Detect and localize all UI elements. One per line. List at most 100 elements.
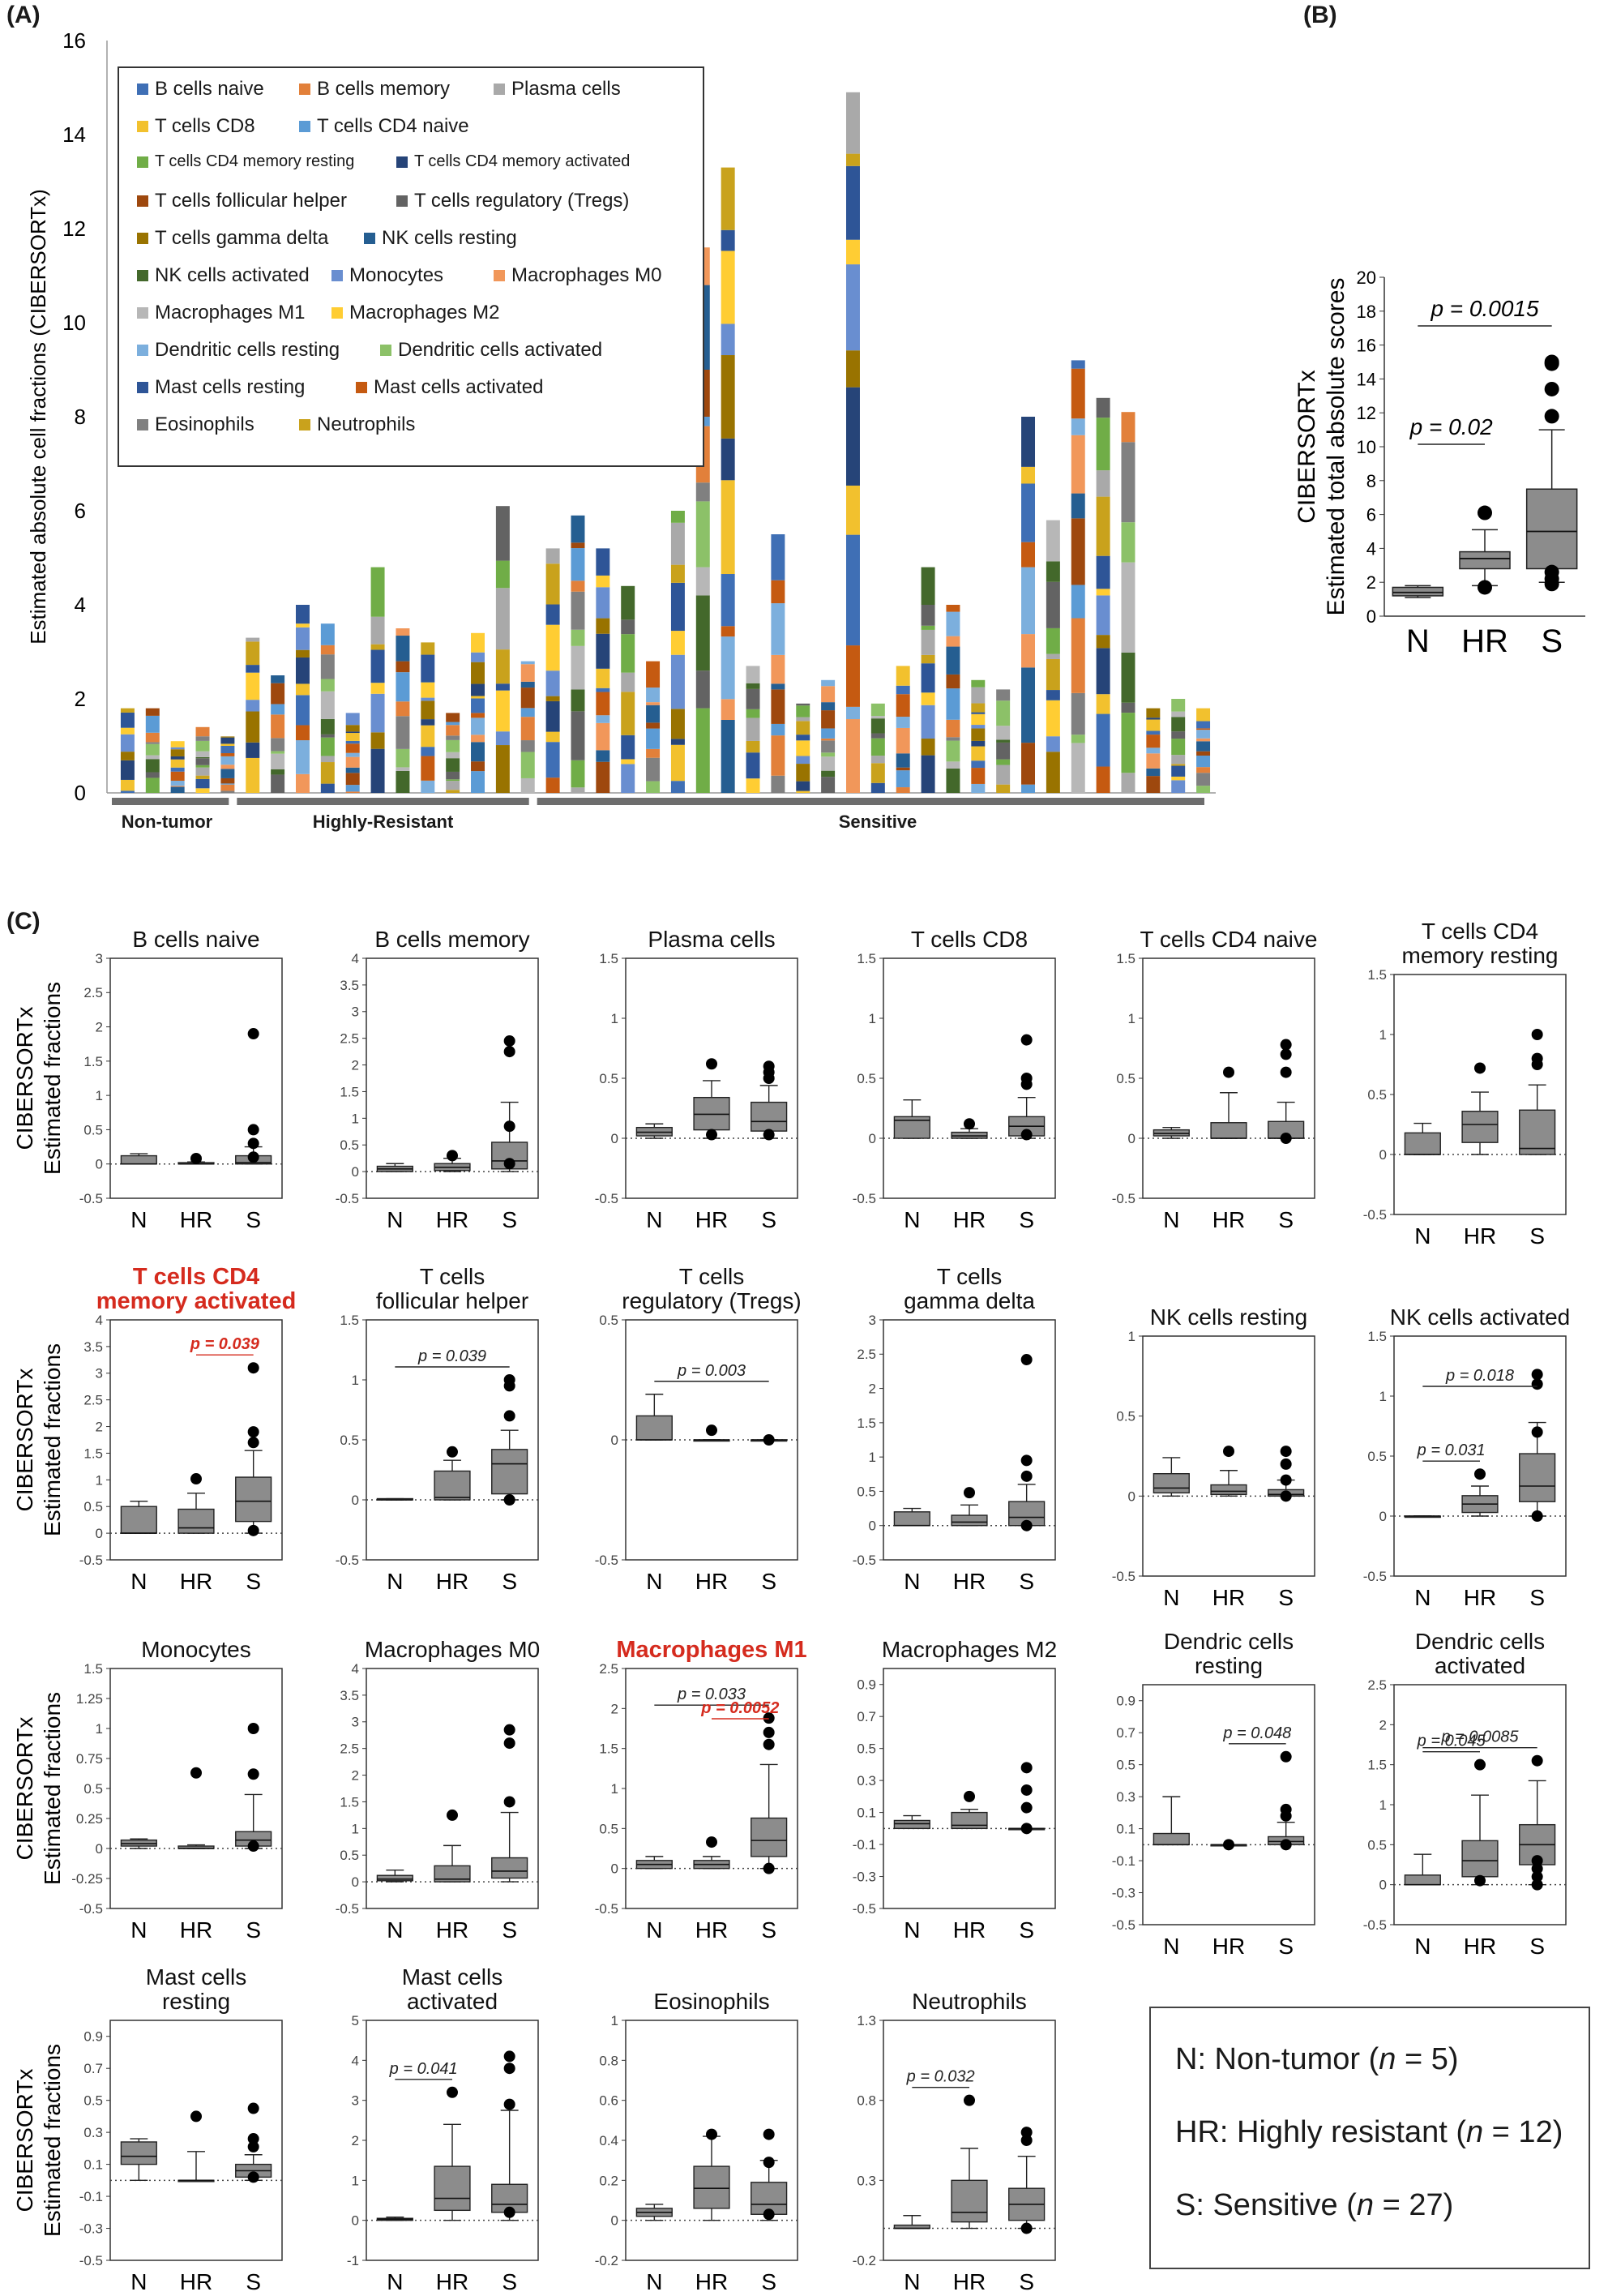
panel-a-bar-segment: [421, 697, 435, 701]
panel-a-bar-segment: [345, 740, 360, 744]
panel-a-bar-segment: [345, 733, 360, 741]
panel-a-bar-segment: [520, 661, 535, 665]
panel-a-bar-segment: [1146, 719, 1161, 731]
panel-a-bar-segment: [845, 387, 860, 486]
category-label-hr: HR: [953, 1569, 986, 1594]
category-label-s: S: [1278, 1585, 1294, 1610]
legend-label: NK cells activated: [155, 264, 310, 286]
panel-a-bar-segment: [170, 741, 185, 747]
legend-item-nk-cells-activated: NK cells activated: [137, 264, 310, 287]
panel-title-line1: Dendric cells: [1415, 1629, 1545, 1654]
panel-a-bar-segment: [621, 759, 635, 765]
panel-a-bar-segment: [1071, 368, 1085, 419]
y-tick-label: -0.5: [79, 1191, 103, 1206]
panel-a-bar-segment: [370, 644, 385, 650]
panel-a-bar-segment: [446, 722, 460, 726]
legend-item-macrophages-m1: Macrophages M1: [137, 302, 305, 324]
y-tick-label: 4: [1366, 538, 1376, 559]
legend-item-macrophages-m0: Macrophages M0: [494, 264, 661, 287]
panel-a-stacked-bar: [1021, 417, 1036, 793]
panel-a-bar-segment: [746, 709, 760, 718]
panel-a-bar-segment: [1046, 561, 1060, 582]
y-tick-label: 1: [611, 1781, 618, 1797]
panel-a-bar-segment: [271, 753, 285, 769]
panel-a-bar-segment: [120, 790, 135, 793]
panel-a-bar-segment: [971, 728, 986, 741]
y-tick-label: 0.6: [599, 2093, 618, 2109]
panel-a-stacked-bar: [370, 567, 385, 793]
outlier-point: [763, 1726, 775, 1738]
panel-a-bar-segment: [721, 251, 735, 324]
panel-a-bar-segment: [1171, 699, 1186, 712]
legend-swatch: [494, 84, 505, 95]
panel-c-y-axis-label-line1: CIBERSORTx: [12, 1007, 37, 1150]
outlier-point: [1020, 2222, 1033, 2234]
panel-a-bar-segment: [695, 595, 710, 671]
legend-label: Dendritic cells activated: [398, 339, 603, 361]
box-hr: [434, 1446, 471, 1501]
panel-a-bar-segment: [845, 264, 860, 351]
box-iqr: [120, 1506, 157, 1534]
legend-item-nk-cells-resting: NK cells resting: [364, 227, 517, 250]
y-tick-label: 1: [869, 1011, 876, 1026]
panel-a-stacked-bar: [195, 726, 210, 793]
panel-a-bar-segment: [646, 757, 661, 782]
box-hr: [951, 1790, 988, 1830]
box-n: [1404, 1853, 1441, 1886]
y-tick-label: 4: [352, 2053, 359, 2068]
panel-a-bar-segment: [845, 485, 860, 535]
y-tick-label: -0.5: [336, 1553, 359, 1568]
panel-a-bar-segment: [571, 629, 585, 646]
legend-swatch: [137, 382, 148, 393]
category-label-n: N: [1414, 1223, 1431, 1249]
outlier-point: [1280, 1048, 1292, 1060]
category-label-n: N: [1163, 1585, 1179, 1610]
panel-a-bar-segment: [721, 438, 735, 481]
small-multiple-t-cells-cd4-naive: T cells CD4 naive -0.5 0 0.5 1 1.5 N HR S: [1112, 927, 1318, 1232]
y-tick-label: 0.8: [857, 2093, 876, 2109]
panel-a-bar-segment: [870, 782, 885, 793]
panel-a-bar-segment: [1171, 765, 1186, 777]
category-label-n: N: [1163, 1934, 1179, 1959]
panel-a-bar-segment: [1096, 694, 1110, 714]
legend-swatch: [331, 270, 343, 281]
box-iqr: [1210, 1122, 1247, 1139]
box-iqr: [693, 2165, 730, 2209]
panel-a-bar-segment: [1071, 493, 1085, 519]
panel-c-y-axis-label-line2: Estimated fractions: [40, 982, 65, 1175]
p-value-label: p = 0.032: [906, 2068, 975, 2086]
y-tick-label: -0.5: [1363, 1569, 1387, 1584]
panel-a-stacked-bar: [471, 632, 485, 793]
category-label-n: N: [387, 1569, 403, 1594]
panel-a-bar-segment: [896, 717, 910, 728]
legend-item-mast-cells-resting: Mast cells resting: [137, 376, 305, 399]
y-tick-label: -0.5: [79, 1553, 103, 1568]
panel-a-bar-segment: [545, 604, 560, 625]
plot-frame: [883, 1319, 1056, 1561]
panel-a-bar-segment: [996, 726, 1011, 740]
box-iqr: [177, 1508, 215, 1534]
y-tick-label: 0: [869, 1131, 876, 1146]
panel-a-bar-segment: [220, 746, 235, 754]
panel-a-bar-segment: [320, 734, 335, 738]
y-tick-label: 1.5: [340, 1313, 359, 1328]
panel-a-bar-segment: [921, 629, 935, 655]
panel-a-bar-segment: [796, 703, 810, 706]
panel-a-bar-segment: [370, 649, 385, 683]
panel-title-line1: Mast cells: [402, 1964, 502, 1990]
panel-a-bar-segment: [670, 631, 685, 655]
outlier-point: [964, 1487, 975, 1499]
panel-a-stacked-bar: [1196, 708, 1211, 793]
outlier-point: [1544, 409, 1559, 424]
panel-a-stacked-bar: [796, 703, 810, 793]
panel-a-bar-segment: [1146, 753, 1161, 769]
panel-a-y-tick-label: 2: [75, 687, 86, 711]
box-iqr: [434, 1865, 471, 1883]
p-value-label: p = 0.0052: [700, 1699, 779, 1717]
panel-a-bar-segment: [1096, 496, 1110, 556]
panel-a-bar-segment: [471, 698, 485, 713]
panel-a-bar-segment: [870, 763, 885, 783]
y-tick-label: 0.5: [83, 1122, 103, 1137]
y-tick-label: 2: [1379, 1717, 1387, 1733]
